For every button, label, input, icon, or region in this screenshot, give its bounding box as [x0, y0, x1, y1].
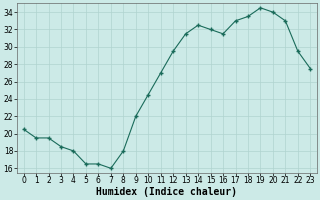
X-axis label: Humidex (Indice chaleur): Humidex (Indice chaleur)	[96, 186, 237, 197]
